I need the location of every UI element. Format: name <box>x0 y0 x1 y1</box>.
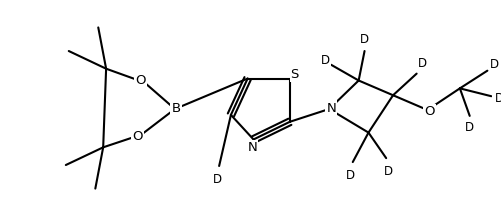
Text: O: O <box>135 74 146 87</box>
Text: D: D <box>360 33 369 46</box>
Text: D: D <box>384 165 393 178</box>
Text: D: D <box>489 58 499 71</box>
Text: N: N <box>326 102 336 114</box>
Text: N: N <box>247 141 258 154</box>
Text: O: O <box>132 130 143 143</box>
Text: D: D <box>494 92 501 105</box>
Text: D: D <box>418 57 427 70</box>
Text: O: O <box>424 106 435 118</box>
Text: D: D <box>212 173 222 186</box>
Text: B: B <box>171 102 180 116</box>
Text: D: D <box>346 169 355 182</box>
Text: D: D <box>321 54 330 67</box>
Text: S: S <box>291 68 299 81</box>
Text: D: D <box>465 121 474 134</box>
